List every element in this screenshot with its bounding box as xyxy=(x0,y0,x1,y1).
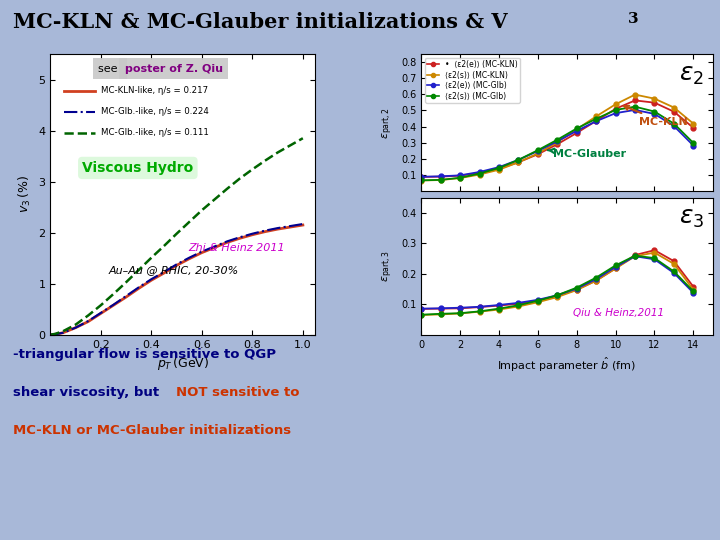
X-axis label: Impact parameter $\hat{b}$ (fm): Impact parameter $\hat{b}$ (fm) xyxy=(498,355,636,374)
Legend: •  ⟨ε2(e)⟩ (MC-KLN), ⟨ε2(s)⟩ (MC-KLN), ⟨ε2(e)⟩ (MC-Glb), ⟨ε2(s)⟩ (MC-Glb): • ⟨ε2(e)⟩ (MC-KLN), ⟨ε2(s)⟩ (MC-KLN), ⟨ε… xyxy=(425,58,520,103)
Text: NOT sensitive to: NOT sensitive to xyxy=(176,386,300,399)
Text: MC-Glauber: MC-Glauber xyxy=(548,148,626,159)
Text: $\mathit{\varepsilon}_3$: $\mathit{\varepsilon}_3$ xyxy=(679,207,704,231)
Text: -triangular flow is sensitive to QGP: -triangular flow is sensitive to QGP xyxy=(13,348,276,361)
Text: poster of Z. Qiu: poster of Z. Qiu xyxy=(125,64,222,74)
Text: shear viscosity, but: shear viscosity, but xyxy=(13,386,168,399)
Text: Viscous Hydro: Viscous Hydro xyxy=(82,161,194,175)
Text: Zhi & Heinz 2011: Zhi & Heinz 2011 xyxy=(188,242,285,253)
Text: 3: 3 xyxy=(628,12,639,26)
Text: MC-KLN or MC-Glauber initializations: MC-KLN or MC-Glauber initializations xyxy=(13,424,291,437)
Y-axis label: $\epsilon_\mathrm{part,3}$: $\epsilon_\mathrm{part,3}$ xyxy=(381,250,395,282)
X-axis label: $p_T\,\mathrm{(GeV)}$: $p_T\,\mathrm{(GeV)}$ xyxy=(157,355,209,372)
Text: MC-KLN & MC-Glauber initializations & V: MC-KLN & MC-Glauber initializations & V xyxy=(13,12,508,32)
Y-axis label: $\epsilon_\mathrm{part,2}$: $\epsilon_\mathrm{part,2}$ xyxy=(381,106,395,139)
Text: MC-Glb.-like, η/s = 0.111: MC-Glb.-like, η/s = 0.111 xyxy=(101,128,209,137)
Text: Au–Au @ RHIC, 20-30%: Au–Au @ RHIC, 20-30% xyxy=(109,265,239,275)
Text: MC-Glb.-like, η/s = 0.224: MC-Glb.-like, η/s = 0.224 xyxy=(101,107,209,116)
Text: Qiu & Heinz,2011: Qiu & Heinz,2011 xyxy=(573,308,664,318)
Text: MC-KLN-like, η/s = 0.217: MC-KLN-like, η/s = 0.217 xyxy=(101,86,208,95)
Y-axis label: $v_3\,(\%)$: $v_3\,(\%)$ xyxy=(17,176,33,213)
Text: MC-KLN: MC-KLN xyxy=(624,106,688,127)
Text: $\mathit{\varepsilon}_2$: $\mathit{\varepsilon}_2$ xyxy=(679,64,704,86)
Text: see: see xyxy=(98,64,121,74)
